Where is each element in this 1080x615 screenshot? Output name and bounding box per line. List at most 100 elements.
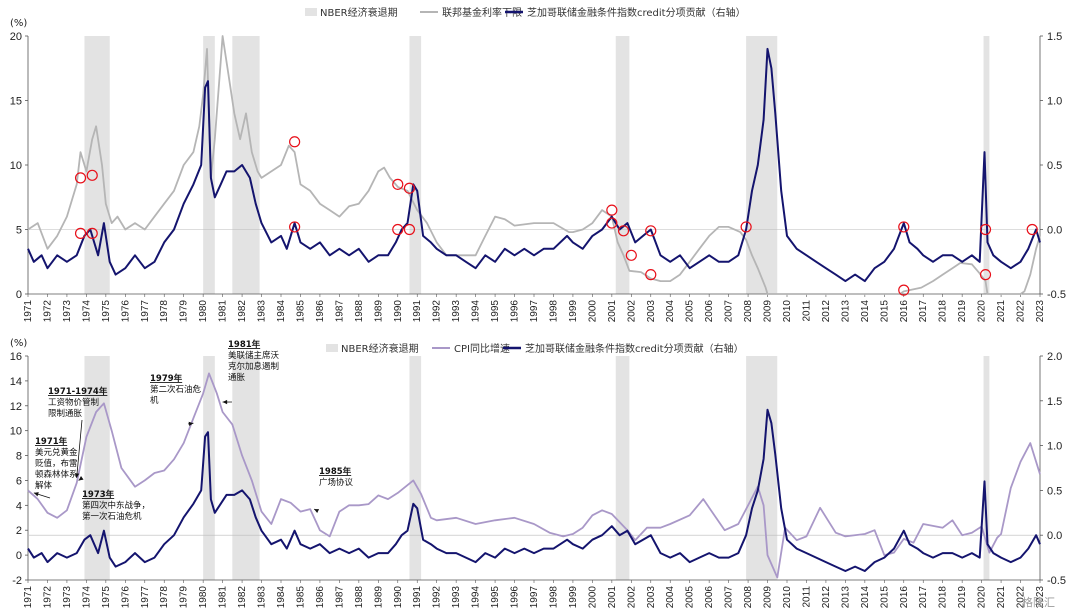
y-left-tick-label: 8	[16, 451, 22, 463]
x-tick-label: 1996	[510, 586, 521, 609]
legend-label-series2: 芝加哥联储金融条件指数credit分项贡献（右轴）	[527, 6, 746, 19]
x-tick-label: 2004	[665, 300, 676, 323]
x-tick-label: 1987	[334, 586, 345, 609]
x-tick-label: 1981	[218, 300, 229, 323]
chart-top: 0 5 10 15 20 -0.5 0.0 0.5 1.0 1.5 (%) 1971 1972 1973 1…	[10, 6, 1066, 322]
y-right-tick-label: 0.5	[1047, 160, 1062, 172]
x-tick-label: 1987	[334, 300, 345, 323]
recession-band	[203, 36, 215, 294]
x-tick-label: 1981	[218, 586, 229, 609]
x-tick-label: 2001	[607, 586, 618, 609]
annotation-line: 通胀	[228, 372, 246, 383]
y-left-tick-label: 5	[16, 225, 22, 237]
unit-label: (%)	[10, 338, 27, 349]
x-tick-label: 1978	[159, 300, 170, 323]
x-tick-label: 1993	[451, 300, 462, 323]
x-tick-label: 1983	[257, 586, 268, 609]
x-tick-label: 1990	[393, 586, 404, 609]
annotation-arrowhead	[33, 492, 39, 497]
x-tick-label: 2012	[821, 586, 832, 609]
y-right-tick-label: 1.0	[1047, 96, 1062, 108]
annotation-line: 贬值，布雷	[35, 458, 78, 469]
unit-label: (%)	[10, 18, 27, 29]
y-left-tick-label: 20	[10, 31, 22, 43]
x-tick-label: 1989	[373, 300, 384, 323]
x-tick-label: 2000	[587, 586, 598, 609]
recession-band	[409, 36, 422, 294]
x-tick-label: 2021	[996, 586, 1007, 609]
annotation-arrowhead	[188, 421, 194, 427]
annotation-line: 第二次石油危	[150, 384, 202, 395]
annotation-title: 1985年	[319, 466, 352, 477]
highlight-circle	[74, 227, 87, 239]
annotation-title: 1973年	[82, 489, 115, 500]
legend-label-series1: 联邦基金利率下限	[442, 6, 522, 19]
annotation-title: 1971年	[35, 436, 68, 447]
recession-band	[232, 356, 260, 580]
y-right-tick-label: 1.5	[1047, 31, 1062, 43]
recession-band	[615, 356, 630, 580]
x-tick-label: 1995	[490, 586, 501, 609]
highlight-circle	[86, 169, 98, 181]
y-right-tick-label: 0.0	[1047, 530, 1062, 542]
x-tick-label: 1997	[529, 586, 540, 609]
x-tick-label: 2022	[1016, 586, 1027, 609]
legend-label-series1: CPI同比增速	[454, 342, 510, 355]
highlight-circle	[1026, 223, 1038, 236]
highlight-circle	[979, 223, 992, 236]
y-left-tick-label: 15	[10, 96, 22, 108]
x-tick-label: 1995	[490, 300, 501, 323]
y-right-tick-label: 0.5	[1047, 485, 1062, 497]
highlight-circle	[898, 221, 910, 233]
annotation-arrowhead	[78, 476, 84, 481]
x-tick-label: 1978	[159, 586, 170, 609]
annotation-title: 1981年	[228, 339, 261, 350]
y-left-tick-label: 12	[10, 401, 22, 413]
highlight-circle	[392, 223, 404, 236]
x-tick-label: 1988	[354, 586, 365, 609]
highlight-circle	[606, 204, 618, 216]
highlight-circle	[740, 221, 752, 233]
x-tick-label: 1974	[81, 586, 92, 609]
x-tick-label: 1977	[140, 586, 151, 609]
x-tick-label: 1999	[568, 300, 579, 323]
x-tick-label: 2014	[860, 300, 871, 323]
annotation-line: 美元兑黄金	[35, 447, 78, 458]
x-tick-label: 2016	[899, 586, 910, 609]
recession-band	[983, 356, 990, 580]
x-tick-label: 1982	[237, 586, 248, 609]
x-tick-label: 2001	[607, 300, 618, 323]
x-tick-label: 1974	[81, 300, 92, 323]
x-tick-label: 2009	[763, 586, 774, 609]
annotation-line: 工资物价管制	[48, 397, 99, 408]
annotation-arrowhead	[74, 473, 80, 478]
x-tick-label: 2007	[724, 586, 735, 609]
x-tick-label: 1973	[62, 586, 73, 609]
x-tick-label: 1971	[23, 300, 34, 323]
x-tick-label: 1973	[62, 300, 73, 323]
series-line-1	[27, 408, 1041, 572]
highlight-circle	[645, 269, 657, 281]
annotation-arrow	[76, 419, 83, 478]
x-tick-label: 1975	[101, 586, 112, 609]
x-tick-label: 2007	[724, 300, 735, 323]
highlight-circle	[403, 223, 416, 236]
x-tick-label: 2010	[782, 300, 793, 323]
y-left-tick-label: 10	[10, 426, 22, 438]
x-tick-label: 2011	[801, 586, 812, 608]
x-tick-label: 1996	[510, 300, 521, 323]
watermark-text: 格隆汇	[1022, 595, 1055, 609]
highlight-circle	[645, 225, 657, 237]
highlight-circle	[898, 284, 910, 296]
x-tick-label: 1989	[373, 586, 384, 609]
x-tick-label: 2005	[685, 300, 696, 323]
x-tick-label: 1992	[432, 300, 443, 323]
y-left-tick-label: 2	[16, 525, 22, 537]
highlight-circle	[74, 172, 87, 184]
x-tick-label: 1975	[101, 300, 112, 323]
chart-bottom: -2 0 2 4 6 8 10 12 14 16 -0.5 0.0 0.5 1.0 1.5 2.0 (%) 197…	[10, 338, 1066, 608]
x-tick-label: 2018	[938, 300, 949, 323]
x-tick-label: 1994	[471, 300, 482, 323]
x-tick-label: 1992	[432, 586, 443, 609]
